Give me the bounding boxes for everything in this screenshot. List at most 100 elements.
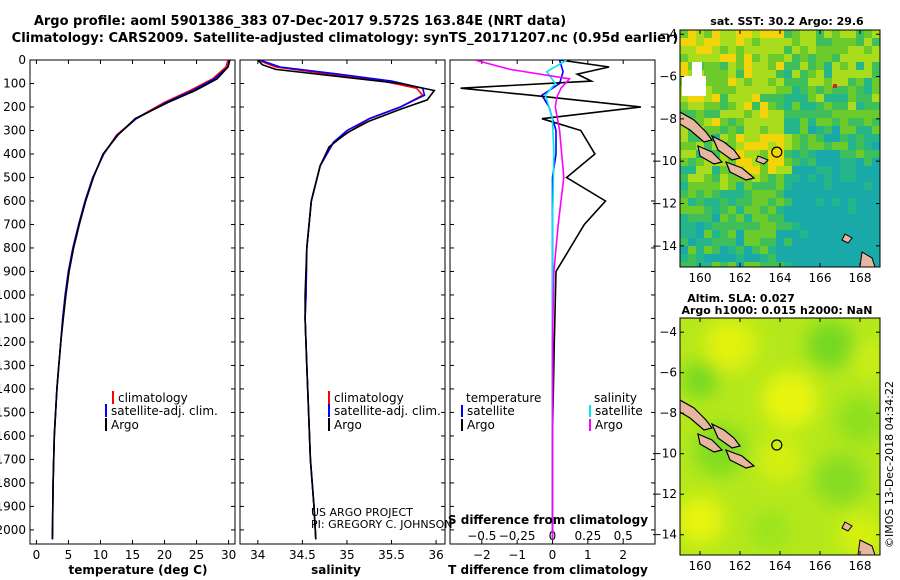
depth-tick-label: 0 <box>18 53 26 67</box>
depth-tick-label: 300 <box>3 123 26 137</box>
lat-tick-label: −8 <box>659 112 677 126</box>
x-tick-label: 34.5 <box>289 548 316 562</box>
depth-tick-label: 500 <box>3 170 26 184</box>
sla-map-title: Altim. SLA: 0.027 <box>687 292 794 305</box>
credit-project: US ARGO PROJECT <box>311 506 413 519</box>
x-tick-label: 1 <box>584 548 592 562</box>
legend-label-t-satellite: satellite <box>467 404 515 418</box>
lon-tick-label: 164 <box>769 559 792 573</box>
depth-tick-label: 1500 <box>0 405 26 419</box>
temperature-legend: climatology satellite-adj. clim. Argo <box>105 391 218 432</box>
x-tick-label: 36 <box>428 548 443 562</box>
depth-tick-label: 1300 <box>0 358 26 372</box>
lat-tick-label: −14 <box>652 528 677 542</box>
lat-tick-label: −12 <box>652 487 677 501</box>
depth-tick-label: 1400 <box>0 382 26 396</box>
depth-tick-label: 200 <box>3 100 26 114</box>
x-tick-label: 35.5 <box>378 548 405 562</box>
lon-tick-label: 168 <box>849 559 872 573</box>
lat-tick-label: −8 <box>659 406 677 420</box>
float-position-marker <box>771 439 783 451</box>
x-tick-label: 0 <box>33 548 41 562</box>
depth-tick-label: 2000 <box>0 523 26 537</box>
depth-axis-ticks: 0 100 200 300 400 500 600 700 800 900 1000 1100 1200… <box>0 53 235 537</box>
depth-tick-label: 1200 <box>0 335 26 349</box>
series-line-climatology <box>257 60 424 540</box>
lon-tick-label: 160 <box>689 559 712 573</box>
float-position-marker <box>771 146 783 158</box>
x-tick-label: 30 <box>221 548 236 562</box>
depth-tick-label: 600 <box>3 194 26 208</box>
series-line-s-argo <box>474 60 572 540</box>
lat-tick-label: −4 <box>659 27 677 41</box>
lon-tick-label: 160 <box>689 271 712 285</box>
legend-label-climatology: climatology <box>334 391 404 405</box>
temperature-panel: 0100200300400500600700800900100011001200… <box>0 53 236 577</box>
lat-tick-label: −6 <box>659 70 677 84</box>
series-line-satellite-adj-clim- <box>51 60 230 540</box>
depth-tick-label: 1000 <box>0 288 26 302</box>
x2-tick-label: 0.5 <box>614 529 633 543</box>
lat-tick-label: −10 <box>652 447 677 461</box>
sla-map-panel: Altim. SLA: 0.027 Argo h1000: 0.015 h200… <box>652 292 881 573</box>
depth-tick-label: 100 <box>3 76 26 90</box>
depth-tick-label: 900 <box>3 264 26 278</box>
legend-title-temperature: temperature <box>466 391 541 405</box>
depth-tick-label: 1800 <box>0 476 26 490</box>
series-line-argo <box>51 60 231 540</box>
sst-map-title: sat. SST: 30.2 Argo: 29.6 <box>710 15 864 28</box>
x-tick-label: 2 <box>619 548 627 562</box>
x-tick-label: 20 <box>157 548 172 562</box>
depth-tick-label: 1600 <box>0 429 26 443</box>
sst-map-panel: sat. SST: 30.2 Argo: 29.6 −4 −6 −8 −10 −12 −1… <box>652 15 881 285</box>
island-shapes-sst <box>680 111 876 267</box>
legend-label-s-argo: Argo <box>595 418 623 432</box>
x-tick-label: 15 <box>125 548 140 562</box>
legend-label-satellite: satellite-adj. clim. <box>111 404 218 418</box>
depth-tick-label: 700 <box>3 217 26 231</box>
lon-tick-label: 162 <box>729 559 752 573</box>
sla-lat-ticks: −4 −6 −8 −10 −12 −14 <box>652 325 880 542</box>
series-line-climatology <box>51 60 229 540</box>
salinity-panel: 34 34.5 35 35.5 36 climatology satellite-adj… <box>239 59 452 577</box>
legend-title-salinity: salinity <box>594 391 637 405</box>
x-tick-label: −1 <box>508 548 526 562</box>
lat-tick-label: −4 <box>659 325 677 339</box>
depth-tick-label: 1900 <box>0 499 26 513</box>
sst-lat-ticks: −4 −6 −8 −10 −12 −14 <box>652 27 880 253</box>
imos-watermark: ©IMOS 13-Dec-2018 04:34:22 <box>883 381 896 548</box>
temperature-axis-label: temperature (deg C) <box>69 563 208 577</box>
sla-map-subtitle: Argo h1000: 0.015 h2000: NaN <box>681 304 872 317</box>
salinity-depth-ticks <box>240 59 445 531</box>
t-difference-axis-ticks: −2 −1 0 1 2 <box>473 60 627 562</box>
depth-tick-label: 1100 <box>0 311 26 325</box>
legend-label-argo: Argo <box>334 418 362 432</box>
lon-tick-label: 162 <box>729 271 752 285</box>
sst-hot-pixel <box>833 84 837 88</box>
s-difference-axis-ticks: −0.5 −0.25 0 0.25 0.5 <box>467 529 632 543</box>
lat-tick-label: −10 <box>652 154 677 168</box>
salinity-axis-label: salinity <box>311 563 361 577</box>
difference-panel: −2 −1 0 1 2 −0.5 −0.25 0 0.25 0.5 temperature sa… <box>448 59 656 577</box>
lon-tick-label: 166 <box>809 559 832 573</box>
lat-tick-label: −6 <box>659 366 677 380</box>
depth-tick-label: 800 <box>3 241 26 255</box>
x-tick-label: 25 <box>189 548 204 562</box>
difference-depth-ticks <box>450 59 655 531</box>
x2-tick-label: 0.25 <box>574 529 601 543</box>
x-tick-label: 34 <box>250 548 265 562</box>
figure-title-line2: Climatology: CARS2009. Satellite-adjuste… <box>12 31 679 46</box>
x-tick-label: 35 <box>339 548 354 562</box>
difference-legend: temperature satellite Argo salinity sate… <box>461 391 643 432</box>
sla-lon-ticks: 160 162 164 166 168 <box>689 318 872 573</box>
temperature-axis-ticks: 0 5 10 15 20 25 30 <box>33 60 236 562</box>
legend-label-argo: Argo <box>111 418 139 432</box>
x-tick-label: 10 <box>93 548 108 562</box>
series-line-satellite-adj-clim- <box>259 60 426 540</box>
series-line-t-argo <box>460 60 641 540</box>
credit-pi: PI: GREGORY C. JOHNSON <box>311 518 452 531</box>
legend-label-satellite: satellite-adj. clim. <box>334 404 441 418</box>
lat-tick-label: −14 <box>652 239 677 253</box>
legend-label-climatology: climatology <box>118 391 188 405</box>
t-difference-axis-label: T difference from climatology <box>448 563 648 577</box>
